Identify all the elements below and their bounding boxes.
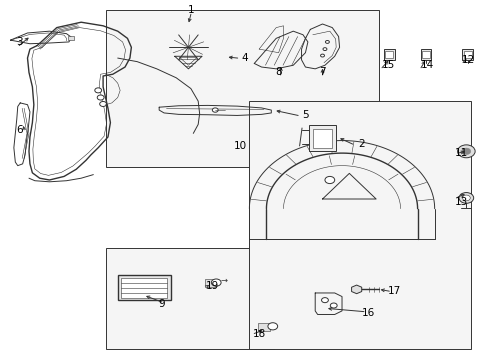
Text: 13: 13 bbox=[454, 197, 467, 207]
Bar bbox=[462, 49, 472, 59]
Text: 7: 7 bbox=[319, 67, 325, 77]
Bar bbox=[105, 248, 273, 348]
Text: 2: 2 bbox=[358, 139, 364, 149]
Circle shape bbox=[212, 108, 218, 112]
Text: →: → bbox=[220, 276, 226, 285]
Text: 3: 3 bbox=[16, 37, 22, 47]
Text: 11: 11 bbox=[454, 148, 467, 158]
Circle shape bbox=[458, 193, 473, 203]
Text: 1: 1 bbox=[187, 5, 194, 15]
Bar bbox=[68, 36, 74, 40]
Bar bbox=[463, 51, 471, 58]
Text: 14: 14 bbox=[420, 60, 433, 70]
Bar bbox=[121, 278, 167, 298]
Bar bbox=[258, 323, 269, 330]
Circle shape bbox=[97, 95, 104, 100]
Bar bbox=[420, 49, 430, 59]
Text: 8: 8 bbox=[275, 67, 282, 77]
Bar bbox=[249, 101, 470, 348]
Polygon shape bbox=[351, 285, 361, 294]
Circle shape bbox=[323, 48, 326, 50]
Bar bbox=[105, 10, 378, 167]
Text: 16: 16 bbox=[362, 308, 375, 318]
Bar bbox=[421, 51, 429, 58]
Bar bbox=[312, 129, 331, 148]
Circle shape bbox=[321, 298, 328, 303]
Circle shape bbox=[457, 145, 474, 158]
Text: 4: 4 bbox=[241, 53, 247, 63]
Circle shape bbox=[325, 176, 334, 184]
Circle shape bbox=[330, 303, 336, 308]
Circle shape bbox=[267, 323, 277, 330]
Bar bbox=[309, 126, 335, 151]
Text: 15: 15 bbox=[381, 60, 394, 70]
Text: 6: 6 bbox=[16, 125, 22, 135]
Text: 19: 19 bbox=[206, 281, 219, 291]
Text: 17: 17 bbox=[387, 286, 401, 296]
Circle shape bbox=[462, 195, 469, 201]
Bar bbox=[205, 279, 215, 287]
Circle shape bbox=[100, 102, 106, 107]
Text: 9: 9 bbox=[158, 299, 164, 309]
Circle shape bbox=[461, 148, 470, 154]
Text: 12: 12 bbox=[461, 55, 474, 65]
Circle shape bbox=[211, 279, 221, 286]
Bar bbox=[383, 49, 394, 59]
Circle shape bbox=[325, 41, 329, 43]
Circle shape bbox=[95, 88, 102, 93]
Bar bbox=[118, 275, 171, 300]
Circle shape bbox=[320, 54, 324, 57]
Text: 5: 5 bbox=[302, 111, 308, 121]
Bar bbox=[385, 51, 392, 58]
Text: 18: 18 bbox=[252, 329, 265, 339]
Text: 10: 10 bbox=[234, 141, 246, 151]
